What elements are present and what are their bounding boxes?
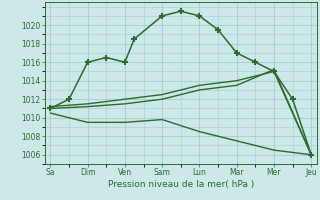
X-axis label: Pression niveau de la mer( hPa ): Pression niveau de la mer( hPa ) bbox=[108, 180, 254, 189]
